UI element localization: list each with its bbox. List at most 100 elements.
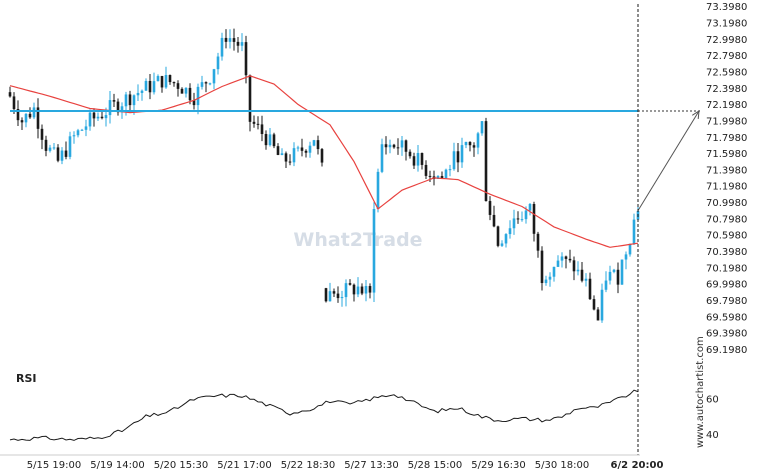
candle-body — [380, 144, 384, 172]
price-tick-label: 69.3980 — [706, 329, 747, 340]
candle-body — [556, 260, 560, 267]
price-tick-label: 73.1980 — [706, 18, 747, 29]
candle-body — [500, 243, 504, 246]
candle-body — [164, 75, 168, 88]
candle-body — [428, 175, 432, 177]
candle-body — [52, 147, 56, 149]
candle-body — [188, 87, 192, 101]
candle-body — [528, 204, 532, 211]
candle-body — [332, 291, 336, 294]
candle-body — [344, 283, 348, 298]
candle-body — [628, 243, 632, 255]
candle-body — [328, 291, 332, 302]
candle-body — [520, 219, 524, 221]
price-tick-label: 72.7980 — [706, 51, 747, 62]
candle-body — [600, 289, 604, 321]
candle-body — [128, 94, 132, 106]
candle-body — [184, 87, 188, 94]
candle-body — [156, 76, 160, 82]
time-axis: 5/15 19:00 5/19 14:00 5/20 15:30 5/21 17:00… — [0, 454, 663, 471]
candle-body — [488, 201, 492, 215]
price-tick-label: 72.9980 — [706, 35, 747, 46]
candle-body — [212, 69, 216, 84]
price-tick-label: 69.7980 — [706, 296, 747, 307]
candle-body — [180, 88, 184, 94]
candle-body — [632, 219, 636, 244]
candle-body — [560, 256, 564, 261]
candle-body — [276, 146, 280, 155]
candle-body — [56, 147, 60, 161]
candle-body — [572, 260, 576, 272]
candle-body — [144, 80, 148, 91]
price-tick-label: 70.5980 — [706, 231, 747, 242]
rsi-axis: 60 40 — [706, 395, 719, 441]
candle-body — [324, 288, 328, 302]
candle-body — [476, 133, 480, 148]
candle-body — [456, 151, 460, 163]
candle-body — [248, 75, 252, 122]
candle-body — [260, 124, 264, 135]
price-tick-label: 71.3980 — [706, 165, 747, 176]
price-tick-label: 70.7980 — [706, 214, 747, 225]
time-tick-label: 5/21 17:00 — [217, 460, 271, 471]
candle-body — [236, 41, 240, 46]
candle-body — [408, 151, 412, 157]
candle-body — [516, 218, 520, 220]
time-tick-label: 5/28 15:00 — [408, 460, 462, 471]
candle-body — [584, 278, 588, 281]
candle-body — [24, 113, 28, 123]
candle-body — [100, 116, 104, 119]
candle-body — [72, 135, 76, 137]
candle-body — [140, 90, 144, 93]
candle-body — [596, 309, 600, 321]
candle-body — [372, 209, 376, 293]
price-tick-label: 69.1980 — [706, 345, 747, 356]
candle-body — [48, 147, 52, 151]
candle-body — [536, 233, 540, 251]
candle-body — [44, 139, 48, 151]
time-tick-label: 5/22 18:30 — [281, 460, 335, 471]
candle-body — [200, 82, 204, 87]
price-tick-label: 72.5980 — [706, 67, 747, 78]
candle-body — [388, 144, 392, 148]
candle-body — [576, 269, 580, 272]
price-tick-label: 70.1980 — [706, 263, 747, 274]
candle-body — [424, 164, 428, 176]
candle-body — [112, 100, 116, 102]
candle-body — [420, 153, 424, 165]
candle-body — [220, 37, 224, 57]
candle-body — [216, 56, 220, 70]
candle-body — [496, 226, 500, 246]
projection-arrow-head — [692, 109, 700, 119]
candle-body — [96, 116, 100, 119]
candle-body — [440, 176, 444, 179]
candle-body — [376, 171, 380, 210]
candle-body — [252, 121, 256, 124]
candle-body — [68, 136, 72, 157]
candle-body — [28, 113, 32, 118]
candle-body — [256, 123, 260, 125]
candle-body — [620, 259, 624, 285]
candle-body — [232, 38, 236, 42]
candle-body — [40, 128, 44, 140]
candle-body — [552, 266, 556, 277]
autochartist-label: www.autochartist.com — [695, 336, 706, 448]
candle-body — [8, 92, 12, 97]
candle-body — [364, 286, 368, 294]
time-tick-label: 5/20 15:30 — [154, 460, 208, 471]
candle-body — [224, 37, 228, 42]
candle-body — [116, 101, 120, 113]
candle-body — [392, 144, 396, 148]
candle-body — [296, 147, 300, 149]
time-tick-label: 5/27 13:30 — [344, 460, 398, 471]
projection-arrow-line — [637, 110, 700, 211]
candle-body — [464, 141, 468, 146]
candle-body — [580, 269, 584, 281]
candle-body — [80, 129, 84, 131]
rsi-tick-label: 60 — [706, 395, 719, 406]
price-tick-label: 72.3980 — [706, 84, 747, 95]
candle-body — [160, 76, 164, 88]
candle-body — [512, 218, 516, 229]
candle-body — [352, 284, 356, 295]
candle-body — [532, 204, 536, 234]
